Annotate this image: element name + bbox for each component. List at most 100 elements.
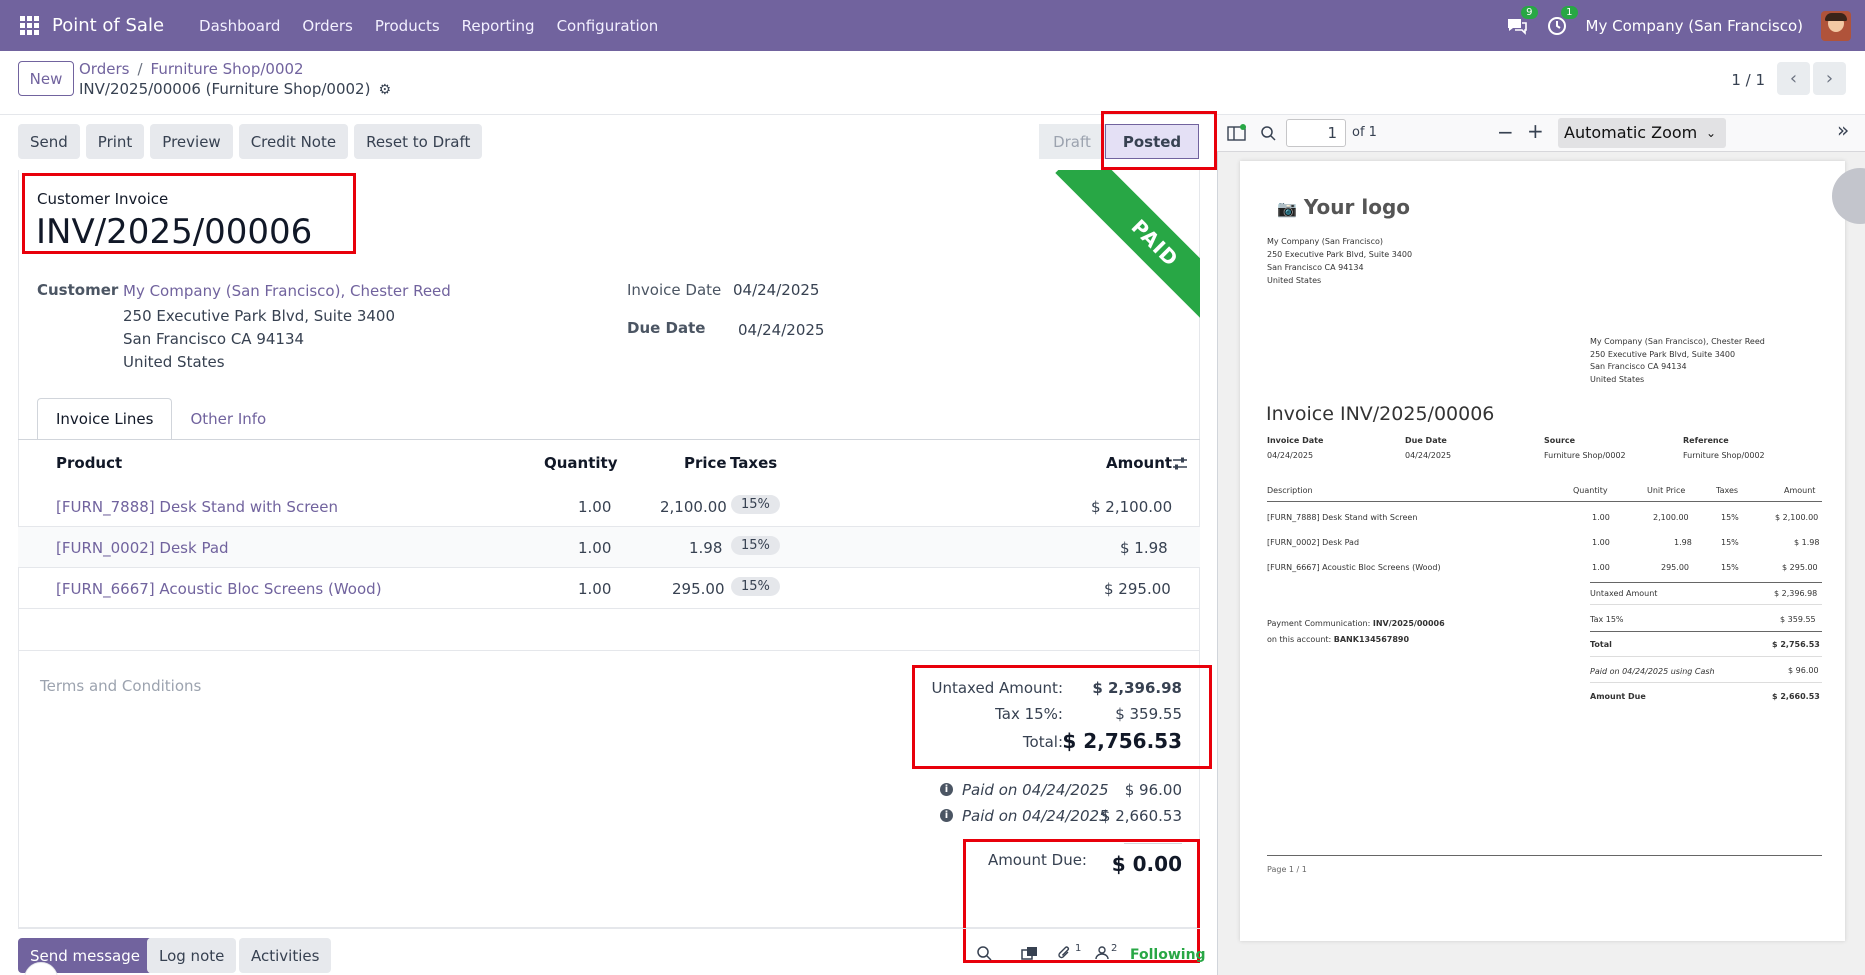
pdf-header-amount: Amount <box>1784 486 1816 495</box>
terms-and-conditions-field[interactable]: Terms and Conditions <box>40 677 202 695</box>
due-date-field[interactable]: 04/24/2025 <box>738 321 825 339</box>
pager-previous-button[interactable]: ‹ <box>1777 62 1810 95</box>
zoom-out-icon[interactable]: − <box>1497 120 1514 144</box>
pdf-line-taxes: 15% <box>1721 538 1739 547</box>
document-type: Customer Invoice <box>37 190 169 208</box>
payment-amount: $ 2,660.53 <box>1100 807 1182 825</box>
untaxed-amount-value: $ 2,396.98 <box>1092 679 1182 697</box>
optional-columns-icon[interactable] <box>1172 456 1188 476</box>
activities-count-badge: 1 <box>1561 5 1578 19</box>
following-toggle[interactable]: Following <box>1130 947 1206 963</box>
pager-value[interactable]: 1 / 1 <box>1731 71 1765 89</box>
product-link[interactable]: [FURN_0002] Desk Pad <box>56 539 229 557</box>
apps-menu-icon[interactable] <box>20 15 40 36</box>
amount-due-divider <box>1124 843 1182 844</box>
menu-item-products[interactable]: Products <box>374 16 440 35</box>
pdf-total-value: $ 359.55 <box>1780 615 1816 624</box>
payment-info-icon[interactable]: i <box>940 783 953 796</box>
invoice-date-label: Invoice Date <box>627 281 722 299</box>
amount-due-value: $ 0.00 <box>1111 852 1182 876</box>
pdf-company-line: San Francisco CA 94134 <box>1267 263 1364 272</box>
table-row[interactable]: [FURN_6667] Acoustic Bloc Screens (Wood)… <box>18 568 1200 609</box>
pdf-meta-value: Furniture Shop/0002 <box>1544 451 1626 460</box>
pdf-total-value: $ 96.00 <box>1788 666 1819 675</box>
print-button[interactable]: Print <box>85 124 145 159</box>
activities-button[interactable]: Activities <box>239 938 332 973</box>
pdf-total-label: Tax 15% <box>1590 615 1624 624</box>
menu-item-orders[interactable]: Orders <box>302 16 353 35</box>
tab-other-info[interactable]: Other Info <box>190 410 267 428</box>
payment-label: Paid on 04/24/2025 <box>962 781 1109 799</box>
menu-item-configuration[interactable]: Configuration <box>556 16 659 35</box>
notebook-tabs: Invoice Lines Other Info <box>37 398 284 440</box>
highlight-box-title <box>22 173 356 254</box>
chatter-divider <box>18 928 1200 929</box>
column-header-quantity[interactable]: Quantity <box>544 454 618 472</box>
gear-icon[interactable]: ⚙ <box>378 82 392 98</box>
pdf-line-description: [FURN_6667] Acoustic Bloc Screens (Wood) <box>1267 563 1441 572</box>
open-in-fullscreen-icon[interactable] <box>1021 946 1039 964</box>
customer-address-line1: 250 Executive Park Blvd, Suite 3400 <box>123 307 396 325</box>
pdf-totals-rule <box>1590 656 1822 657</box>
new-button[interactable]: New <box>18 61 74 96</box>
tab-invoice-lines[interactable]: Invoice Lines <box>37 398 173 440</box>
column-header-price[interactable]: Price <box>684 454 727 472</box>
chatter-search-icon[interactable] <box>976 945 992 965</box>
highlight-box-totals <box>912 665 1212 769</box>
credit-note-button[interactable]: Credit Note <box>238 124 349 159</box>
status-posted[interactable]: Posted <box>1105 124 1199 159</box>
price-cell: 1.98 <box>689 539 723 557</box>
tax-value: $ 359.55 <box>1115 705 1182 723</box>
table-row[interactable]: [FURN_0002] Desk Pad 1.00 1.98 15% $ 1.9… <box>18 527 1200 568</box>
preview-button[interactable]: Preview <box>150 124 233 159</box>
product-link[interactable]: [FURN_6667] Acoustic Bloc Screens (Wood) <box>56 580 382 598</box>
pdf-line-unit-price: 1.98 <box>1674 538 1692 547</box>
column-header-amount[interactable]: Amount <box>1106 454 1173 472</box>
page-count-label: of 1 <box>1352 125 1377 140</box>
pdf-search-icon[interactable] <box>1260 125 1276 145</box>
pdf-meta-value: 04/24/2025 <box>1405 451 1452 460</box>
zoom-select-value: Automatic Zoom <box>1564 123 1698 142</box>
invoice-date-field[interactable]: 04/24/2025 <box>733 281 820 299</box>
followers-icon[interactable] <box>1094 946 1110 964</box>
payment-amount: $ 96.00 <box>1124 781 1182 799</box>
menu-item-reporting[interactable]: Reporting <box>461 16 535 35</box>
company-switcher[interactable]: My Company (San Francisco) <box>1585 16 1803 35</box>
customer-name-link[interactable]: My Company (San Francisco), Chester Reed <box>123 282 451 300</box>
pdf-company-line: My Company (San Francisco) <box>1267 237 1383 246</box>
breadcrumb-orders[interactable]: Orders <box>79 60 130 78</box>
highlight-box-status <box>1101 111 1217 170</box>
sidebar-toggle-icon[interactable] <box>1227 124 1247 146</box>
page-number-input[interactable]: 1 <box>1286 119 1346 147</box>
user-avatar[interactable] <box>1821 10 1851 41</box>
table-row[interactable]: [FURN_7888] Desk Stand with Screen 1.00 … <box>18 486 1200 527</box>
column-header-taxes[interactable]: Taxes <box>730 454 778 472</box>
pdf-line-taxes: 15% <box>1721 563 1739 572</box>
reset-to-draft-button[interactable]: Reset to Draft <box>354 124 483 159</box>
status-draft[interactable]: Draft <box>1039 124 1105 159</box>
pdf-page <box>1240 161 1845 941</box>
activity-clock-icon[interactable]: 1 <box>1546 5 1578 37</box>
breadcrumb-order[interactable]: Furniture Shop/0002 <box>150 60 304 78</box>
pdf-meta-value: Furniture Shop/0002 <box>1683 451 1765 460</box>
pdf-total-value: $ 2,660.53 <box>1772 692 1820 701</box>
attachments-icon[interactable] <box>1057 945 1071 964</box>
payment-info-icon[interactable]: i <box>940 809 953 822</box>
app-name[interactable]: Point of Sale <box>52 15 165 36</box>
price-cell: 2,100.00 <box>660 498 727 516</box>
messaging-icon[interactable]: 9 <box>1506 5 1538 37</box>
log-note-button[interactable]: Log note <box>147 938 237 973</box>
highlight-box-amount-due <box>963 839 1200 963</box>
navbar-systray: 9 1 My Company (San Francisco) <box>1506 0 1851 51</box>
pdf-account-value: BANK134567890 <box>1333 635 1410 644</box>
more-tools-icon[interactable]: » <box>1837 118 1850 142</box>
product-link[interactable]: [FURN_7888] Desk Stand with Screen <box>56 498 338 516</box>
pdf-totals-rule <box>1590 604 1822 605</box>
send-button[interactable]: Send <box>18 124 80 159</box>
zoom-select[interactable]: Automatic Zoom ⌄ <box>1558 118 1726 148</box>
column-header-product[interactable]: Product <box>56 454 123 472</box>
zoom-in-icon[interactable]: + <box>1527 119 1544 143</box>
pdf-header-unit-price: Unit Price <box>1647 486 1686 495</box>
pager-next-button[interactable]: › <box>1813 62 1846 95</box>
menu-item-dashboard[interactable]: Dashboard <box>199 16 281 35</box>
